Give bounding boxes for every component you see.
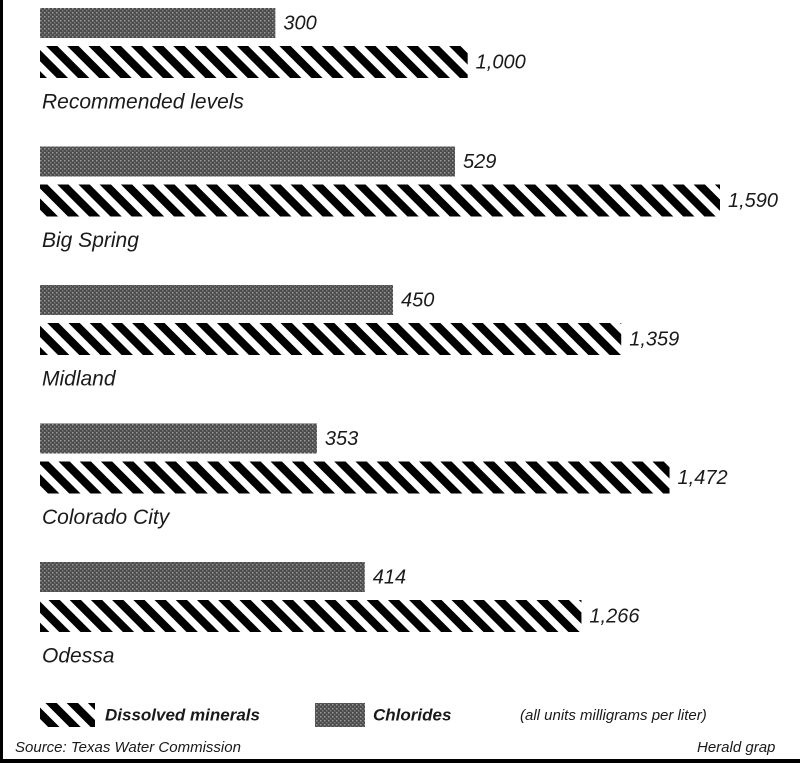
bar bbox=[40, 285, 394, 315]
value-label: 1,359 bbox=[629, 328, 679, 350]
bar bbox=[40, 562, 365, 592]
value-label: 1,472 bbox=[678, 467, 728, 489]
value-label: 529 bbox=[463, 151, 496, 173]
legend-label: Chlorides bbox=[373, 705, 451, 724]
value-label: 414 bbox=[373, 566, 406, 588]
bar bbox=[40, 8, 276, 38]
units-note: (all units milligrams per liter) bbox=[520, 707, 707, 724]
bar bbox=[40, 461, 670, 494]
value-label: 1,590 bbox=[728, 190, 778, 212]
bar bbox=[40, 423, 317, 454]
legend-swatch bbox=[40, 703, 95, 727]
category-label: Big Spring bbox=[42, 229, 139, 252]
category-label: Colorado City bbox=[42, 506, 171, 529]
category-label: Recommended levels bbox=[42, 91, 244, 114]
bar bbox=[40, 600, 582, 632]
source: Source: Texas Water Commission bbox=[15, 739, 241, 756]
bar bbox=[40, 46, 468, 78]
category-label: Midland bbox=[42, 368, 117, 391]
credit: Herald grap bbox=[697, 739, 775, 756]
value-label: 300 bbox=[283, 12, 316, 34]
bar bbox=[40, 146, 455, 177]
legend-label: Dissolved minerals bbox=[105, 705, 260, 724]
category-label: Odessa bbox=[42, 645, 114, 668]
value-label: 1,266 bbox=[589, 605, 640, 627]
bar bbox=[40, 323, 622, 355]
value-label: 353 bbox=[325, 428, 358, 450]
bar bbox=[40, 184, 720, 217]
left-border bbox=[0, 0, 3, 763]
bottom-border bbox=[0, 759, 800, 763]
value-label: 1,000 bbox=[476, 51, 526, 73]
value-label: 450 bbox=[401, 289, 434, 311]
legend-swatch bbox=[315, 703, 365, 727]
